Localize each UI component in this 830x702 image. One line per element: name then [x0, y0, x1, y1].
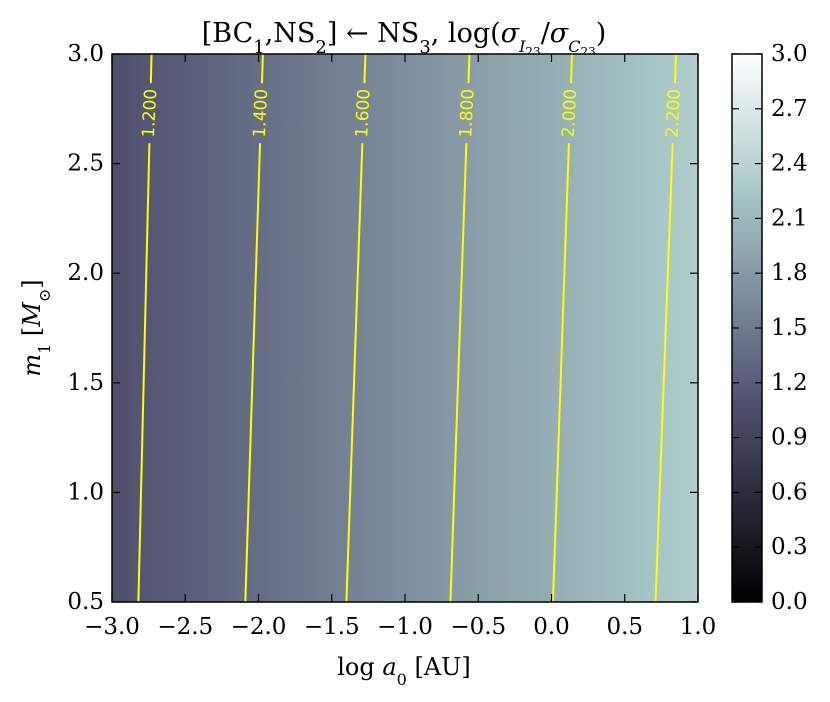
x-tick-label: −1.5 — [304, 614, 360, 640]
contour-label: 1.600 — [352, 88, 375, 138]
contour-line — [673, 53, 678, 84]
colorbar-tick-label: 3.0 — [771, 41, 808, 67]
y-tick-label: 0.5 — [67, 589, 104, 615]
chart-title: [BC1,NS2] ← NS3, log(σI23/σC23) — [202, 18, 607, 59]
contour-line — [345, 143, 364, 603]
x-tick-label: 0.5 — [606, 614, 643, 640]
colorbar-tick-label: 1.2 — [771, 370, 808, 396]
colorbar-tick-label: 0.9 — [771, 425, 808, 451]
contour-label: 2.000 — [559, 88, 582, 138]
contour-line — [244, 143, 262, 603]
contour-line — [654, 143, 674, 603]
y-axis-ticks: 0.5 1.0 1.5 2.0 2.5 3.0 — [67, 41, 698, 615]
contour-line — [260, 53, 264, 84]
x-axis-label: log a0 [AU] — [337, 653, 471, 689]
x-tick-label: −1.0 — [377, 614, 433, 640]
y-tick-label: 3.0 — [67, 41, 104, 67]
y-tick-label: 2.5 — [67, 151, 104, 177]
colorbar: 0.0 0.3 0.6 0.9 1.2 1.5 1.8 2.1 2.4 2.7 3.0 — [731, 41, 808, 615]
x-tick-label: 1.0 — [680, 614, 717, 640]
contour-line — [137, 143, 151, 603]
y-axis-label: m1 [M⊙] — [18, 279, 54, 376]
colorbar-tick-label: 2.4 — [771, 151, 808, 177]
heatmap-field — [112, 54, 698, 602]
y-tick-label: 1.5 — [67, 370, 104, 396]
chart-title-group: [BC1,NS2] ← NS3, log(σI23/σC23) — [202, 18, 607, 59]
colorbar-tick-label: 1.5 — [771, 315, 808, 341]
colorbar-tick-label: 0.6 — [771, 479, 808, 505]
contour-line — [551, 143, 570, 603]
x-tick-label: 0.0 — [533, 614, 570, 640]
x-axis-ticks: −3.0 −2.5 −2.0 −1.5 −1.0 −0.5 0.0 0.5 1.0 — [84, 54, 716, 640]
contour-line — [569, 53, 574, 84]
colorbar-tick-label: 0.0 — [771, 589, 808, 615]
y-tick-label: 1.0 — [67, 479, 104, 505]
contour-label: 2.200 — [663, 88, 686, 138]
colorbar-ticks: 0.0 0.3 0.6 0.9 1.2 1.5 1.8 2.1 2.4 2.7 3.0 — [732, 41, 808, 615]
contour-line — [467, 53, 471, 84]
contour-label: 1.400 — [250, 88, 273, 138]
contour-label: 1.200 — [139, 88, 162, 138]
contour-line — [149, 53, 153, 84]
colorbar-tick-label: 2.7 — [771, 96, 808, 122]
contour-label: 1.800 — [456, 88, 479, 138]
x-tick-label: −2.0 — [231, 614, 287, 640]
x-tick-label: −2.5 — [157, 614, 213, 640]
colorbar-tick-label: 1.8 — [771, 260, 808, 286]
contour-line — [363, 53, 367, 84]
x-tick-label: −0.5 — [450, 614, 506, 640]
colorbar-tick-label: 0.3 — [771, 534, 808, 560]
y-tick-label: 2.0 — [67, 260, 104, 286]
plot-area: 1.200 1.400 1.600 1.800 2.000 2.200 −3.0 −2.5−… — [67, 41, 716, 640]
contour-lines: 1.200 1.400 1.600 1.800 2.000 2.200 — [137, 53, 686, 603]
colorbar-tick-label: 2.1 — [771, 205, 808, 231]
x-tick-label: −3.0 — [84, 614, 140, 640]
contour-line — [449, 143, 468, 603]
